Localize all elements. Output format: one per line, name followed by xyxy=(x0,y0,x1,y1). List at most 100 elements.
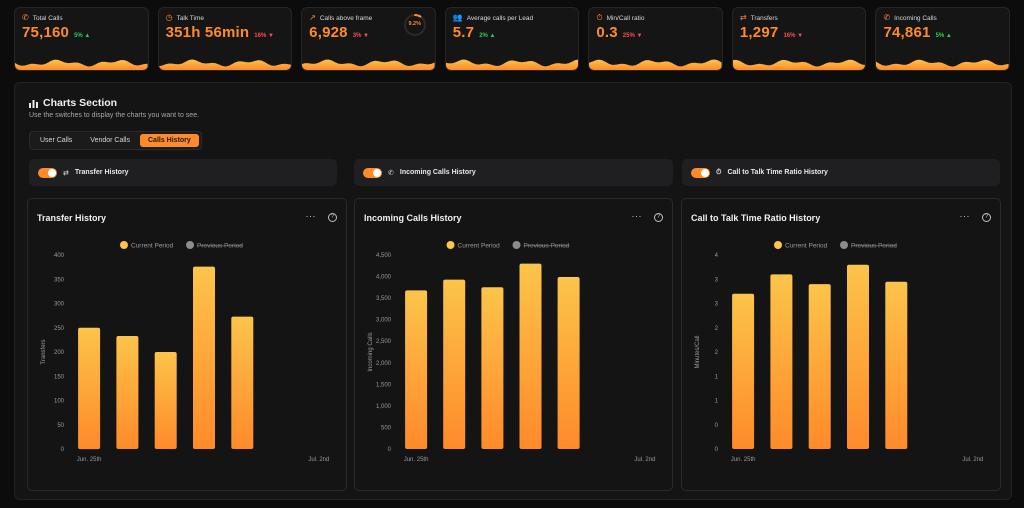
legend-label-current[interactable]: Current Period xyxy=(131,243,174,250)
toggle-card-transfer-history: ⇄ Transfer History xyxy=(29,159,337,186)
legend-marker-previous xyxy=(840,241,848,249)
kpi-row: ✆ Total Calls 75,160 5% ▲ ◷ Talk Time 351h … xyxy=(14,7,1011,71)
help-icon[interactable]: ? xyxy=(328,213,337,222)
transfer-icon: ⇄ xyxy=(63,169,69,177)
y-tick-label: 350 xyxy=(54,277,65,283)
incoming-calls-history-switch[interactable] xyxy=(363,167,382,178)
chart-plot: Current Period Previous Period 0 500 1,000 1,… xyxy=(368,241,655,463)
tab-vendor-calls[interactable]: Vendor Calls xyxy=(90,137,130,144)
incoming-call-icon: ✆ xyxy=(388,169,394,177)
toggle-label: Incoming Calls History xyxy=(399,169,476,176)
kpi-sparkline xyxy=(589,59,722,70)
kpi-label: Calls above frame xyxy=(319,14,373,22)
bar[interactable] xyxy=(770,274,793,449)
chart-plot: Current Period Previous Period 0 50 100 150 20… xyxy=(41,241,329,463)
kpi-label: Transfers xyxy=(750,14,778,22)
trend-up-icon: ↗ xyxy=(309,13,316,22)
kpi-label: Total Calls xyxy=(32,14,63,22)
y-axis-label: Transfers xyxy=(41,339,47,364)
help-icon[interactable]: ? xyxy=(982,213,991,222)
chart-card-ratio-history: Call to Talk Time Ratio History ··· ? Cu… xyxy=(681,198,1001,491)
legend-label-current[interactable]: Current Period xyxy=(458,243,501,250)
legend-marker-previous xyxy=(512,241,521,249)
y-tick-label: 1 xyxy=(715,399,719,405)
legend-marker-current xyxy=(120,241,128,249)
kpi-card-total-calls[interactable]: ✆ Total Calls 75,160 5% ▲ xyxy=(14,7,149,71)
kpi-change: 3% ▼ xyxy=(352,33,369,39)
x-tick-label: Jun. 25th xyxy=(77,457,102,463)
kpi-card-avg-calls-per-lead[interactable]: 👥 Average calls per Lead 5.7 2% ▲ xyxy=(444,7,580,71)
bar[interactable] xyxy=(193,266,215,449)
kpi-card-transfers[interactable]: ⇄ Transfers 1,297 16% ▼ xyxy=(731,7,867,71)
transfer-history-switch[interactable] xyxy=(38,167,57,178)
bar[interactable] xyxy=(116,336,139,449)
chart-title: Incoming Calls History xyxy=(364,213,462,223)
help-icon[interactable]: ? xyxy=(654,213,663,222)
kpi-card-min-call-ratio[interactable]: ⏱ Min/Call ratio 0.3 25% ▼ xyxy=(588,7,723,71)
y-tick-label: 3 xyxy=(715,302,719,308)
users-icon: 👥 xyxy=(452,13,463,22)
bar[interactable] xyxy=(154,352,177,449)
legend-label-previous[interactable]: Previous Period xyxy=(197,243,243,250)
chart-card-incoming-calls-history: Incoming Calls History ··· ? Current Per… xyxy=(354,198,673,491)
chart-plot: Current Period Previous Period 0 0 1 1 2 2 3 3 4 Mi… xyxy=(695,241,983,463)
legend-marker-previous xyxy=(186,241,194,249)
y-tick-label: 3 xyxy=(715,277,719,283)
y-axis-label: Incoming Calls xyxy=(368,332,374,371)
percentage-ring: 9.2% xyxy=(403,13,427,37)
bar[interactable] xyxy=(557,277,580,449)
tab-user-calls[interactable]: User Calls xyxy=(40,137,73,144)
more-options-icon[interactable]: ··· xyxy=(631,211,642,221)
kpi-card-talk-time[interactable]: ◷ Talk Time 351h 56min 16% ▼ xyxy=(157,7,293,71)
legend-label-previous[interactable]: Previous Period xyxy=(524,243,570,250)
charts-section: Charts Section Use the switches to displ… xyxy=(14,82,1012,500)
bar[interactable] xyxy=(732,293,755,449)
kpi-card-incoming-calls[interactable]: ✆ Incoming Calls 74,861 5% ▲ xyxy=(875,7,1011,71)
bar[interactable] xyxy=(443,279,466,449)
x-tick-label: Jun. 25th xyxy=(731,457,756,463)
kpi-sparkline xyxy=(732,59,866,70)
y-tick-label: 1 xyxy=(715,374,719,380)
kpi-value: 0.3 xyxy=(596,24,618,41)
bar[interactable] xyxy=(231,316,254,449)
kpi-label: Incoming Calls xyxy=(894,14,937,22)
ratio-history-switch[interactable] xyxy=(691,167,710,178)
legend-label-current[interactable]: Current Period xyxy=(785,243,828,250)
more-options-icon[interactable]: ··· xyxy=(959,211,970,221)
y-tick-label: 200 xyxy=(54,350,65,356)
toggle-card-ratio-history: ⏱ Call to Talk Time Ratio History xyxy=(682,159,1000,186)
y-tick-label: 0 xyxy=(715,447,719,453)
bar[interactable] xyxy=(78,327,101,450)
timer-icon: ⏱ xyxy=(596,13,603,22)
kpi-value: 1,297 xyxy=(739,24,779,41)
more-options-icon[interactable]: ··· xyxy=(305,211,316,221)
bar[interactable] xyxy=(481,287,504,449)
kpi-change: 5% ▲ xyxy=(74,33,91,39)
bar[interactable] xyxy=(847,264,869,449)
chart-card-transfer-history: Transfer History ··· ? Current Period Pre… xyxy=(27,198,347,491)
y-tick-label: 1,000 xyxy=(376,404,392,410)
bar[interactable] xyxy=(519,263,542,449)
bar[interactable] xyxy=(808,284,831,449)
bar-chart-icon xyxy=(29,99,38,108)
legend-label-previous[interactable]: Previous Period xyxy=(851,243,897,250)
kpi-change: 16% ▼ xyxy=(254,33,274,39)
y-tick-label: 3,000 xyxy=(376,318,392,324)
ring-label: 9.2% xyxy=(408,21,421,27)
bar[interactable] xyxy=(885,281,908,449)
y-tick-label: 2 xyxy=(715,326,719,332)
transfer-icon: ⇄ xyxy=(739,13,747,22)
y-tick-label: 50 xyxy=(57,423,64,429)
toggle-label: Transfer History xyxy=(74,169,129,176)
kpi-value: 351h 56min xyxy=(165,24,250,41)
y-tick-label: 4 xyxy=(715,253,719,259)
kpi-card-calls-above-frame[interactable]: ↗ Calls above frame 6,928 3% ▼ 9.2% xyxy=(301,7,436,71)
tab-calls-history[interactable]: Calls History xyxy=(140,134,199,147)
kpi-change: 5% ▲ xyxy=(935,33,952,39)
kpi-value: 74,861 xyxy=(883,24,931,41)
chart-title: Call to Talk Time Ratio History xyxy=(691,213,821,223)
incoming-call-icon: ✆ xyxy=(883,13,891,22)
bar[interactable] xyxy=(405,290,428,449)
kpi-change: 16% ▼ xyxy=(783,33,804,39)
y-tick-label: 2 xyxy=(715,350,719,356)
